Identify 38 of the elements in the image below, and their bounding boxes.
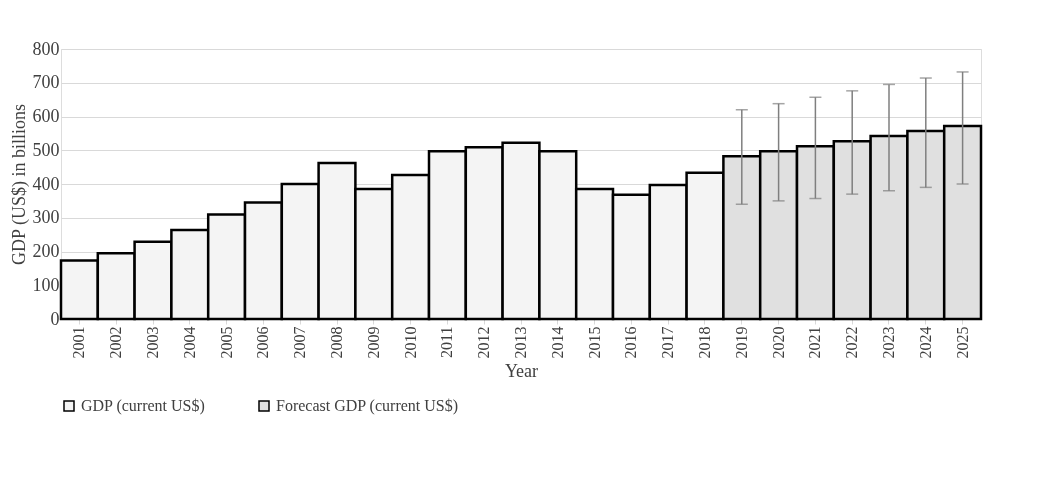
y-tick-label: 100 bbox=[32, 274, 60, 295]
x-tick-label: 2007 bbox=[291, 326, 309, 359]
x-tick-label: 2019 bbox=[732, 326, 750, 359]
x-tick-label: 2001 bbox=[70, 326, 88, 359]
x-tick-label: 2010 bbox=[401, 326, 419, 359]
x-tick-label: 2014 bbox=[548, 326, 566, 359]
x-tick-label: 2003 bbox=[144, 326, 161, 359]
y-tick-label: 0 bbox=[50, 308, 60, 329]
x-tick-label: 2016 bbox=[622, 326, 640, 359]
x-tick-label: 2004 bbox=[180, 326, 198, 359]
x-tick-label: 2009 bbox=[364, 326, 382, 359]
x-tick-label: 2002 bbox=[107, 326, 125, 359]
y-tick-label: 400 bbox=[32, 173, 60, 194]
x-tick-label: 2024 bbox=[916, 326, 934, 359]
x-tick-label: 2013 bbox=[512, 326, 529, 359]
legend-label: Forecast GDP (current US$) bbox=[276, 397, 459, 415]
x-tick-label: 2018 bbox=[696, 326, 713, 359]
y-axis-title: GDP (US$) in billions bbox=[8, 104, 30, 265]
y-tick-label: 300 bbox=[32, 207, 60, 228]
legend-label: GDP (current US$) bbox=[81, 397, 205, 415]
x-tick-label: 2006 bbox=[254, 326, 272, 359]
x-tick-label: 2015 bbox=[585, 326, 603, 359]
x-axis-title: Year bbox=[504, 360, 539, 381]
x-tick-label: 2011 bbox=[438, 326, 456, 358]
x-tick-label: 2021 bbox=[806, 326, 824, 359]
x-tick-label: 2017 bbox=[659, 326, 677, 359]
y-tick-label: 500 bbox=[32, 139, 60, 160]
x-tick-label: 2025 bbox=[953, 326, 971, 359]
x-tick-label: 2008 bbox=[328, 326, 345, 359]
x-tick-label: 2005 bbox=[217, 326, 235, 359]
x-tick-label: 2022 bbox=[843, 326, 861, 359]
x-tick-label: 2012 bbox=[475, 326, 493, 359]
y-tick-label: 600 bbox=[32, 106, 60, 126]
x-tick-label: 2023 bbox=[880, 326, 897, 359]
y-tick-label: 800 bbox=[32, 38, 60, 59]
y-tick-label: 200 bbox=[32, 241, 60, 261]
y-tick-label: 700 bbox=[32, 72, 60, 93]
x-tick-label: 2020 bbox=[769, 326, 787, 359]
